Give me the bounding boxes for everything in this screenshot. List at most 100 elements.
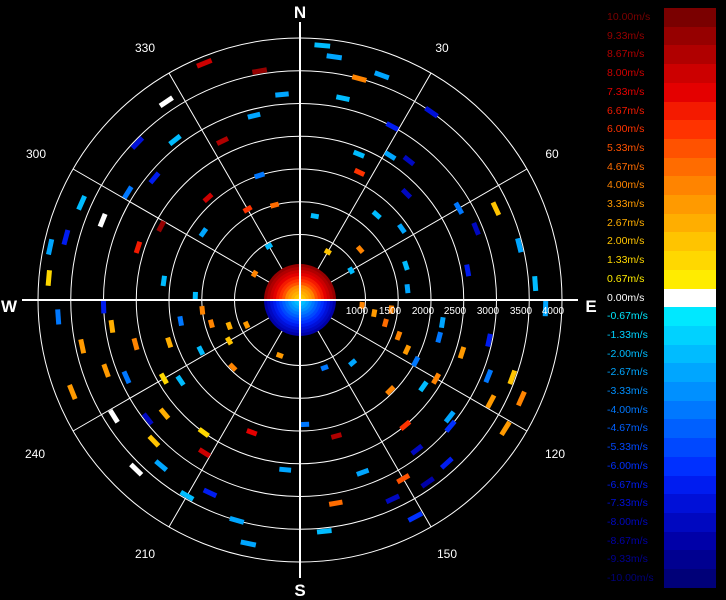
echo-gate-57 [202,487,218,499]
echo-gate-14 [400,187,413,200]
echo-gate-49 [330,432,343,440]
azimuth-label-210: 210 [135,547,155,561]
echo-gate-53 [279,466,292,473]
echo-gate-42 [399,419,412,432]
legend-label: 6.67m/s [607,104,645,117]
azimuth-label-300: 300 [26,147,46,161]
spoke-150 [299,299,432,528]
echo-gate-10 [383,150,397,161]
echo-gate-82 [45,270,52,286]
echo-gate-43 [410,443,424,456]
echo-gate-72 [101,363,111,378]
range-label-2500: 2500 [444,306,467,317]
echo-gate-55 [229,515,245,525]
legend-swatch [664,550,716,570]
range-label-1500: 1500 [379,306,402,317]
echo-gate-104 [381,318,389,328]
legend-swatch [664,288,716,308]
echo-gate-3 [326,53,343,61]
spoke-300 [72,168,301,301]
legend-label: 1.33m/s [607,254,645,267]
legend-swatch [664,419,716,439]
legend-label: -8.00m/s [607,515,648,528]
cardinal-axes [22,22,578,578]
echo-gate-11 [424,105,439,119]
legend-swatch [664,475,716,495]
legend-label: 4.67m/s [607,160,645,173]
legend-label: -3.33m/s [607,385,648,397]
echo-gate-54 [240,539,257,548]
echo-gate-38 [443,410,456,424]
echo-gate-74 [131,337,140,351]
echo-gate-103 [371,308,378,318]
echo-gate-107 [411,355,421,368]
legend-swatch [664,251,716,271]
spoke-60 [299,168,528,301]
echo-gate-45 [396,473,411,485]
echo-gate-34 [485,394,497,409]
legend-swatch [664,157,716,177]
echo-gate-48 [356,467,370,477]
spoke-330 [168,72,301,301]
echo-gate-25 [542,300,549,317]
echo-gate-26 [388,305,395,314]
echo-gate-0 [251,67,268,75]
echo-gate-13 [371,209,382,220]
echo-gate-87 [97,212,108,228]
legend-label: -5.33m/s [607,441,648,454]
echo-gate-112 [347,266,355,275]
echo-gate-79 [55,309,62,325]
echo-gate-44 [420,476,435,489]
echo-gate-71 [67,383,78,401]
echo-gate-99 [196,57,213,69]
legend-label: -0.67m/s [607,310,648,323]
echo-gate-66 [175,374,186,387]
echo-gate-108 [242,320,251,329]
legend-label: -4.67m/s [607,422,648,435]
echo-gate-12 [402,154,416,167]
echo-gate-32 [483,368,494,384]
echo-gate-80 [100,300,107,314]
legend-swatch [664,176,716,196]
echo-gate-61 [154,459,169,472]
echo-gate-83 [160,275,167,287]
legend-swatch [664,456,716,476]
echo-gate-95 [168,133,182,147]
compass-east-label: E [585,297,596,316]
echo-gate-31 [507,369,518,385]
echo-gate-76 [177,315,184,327]
echo-gate-100 [253,171,266,180]
echo-gate-29 [435,331,443,344]
echo-gate-110 [207,319,215,329]
legend-swatch [664,213,716,233]
echo-gate-102 [359,301,365,310]
legend-label: 0.67m/s [607,272,645,285]
echo-gate-88 [76,194,87,211]
legend-swatch [664,494,716,514]
echo-gate-86 [133,241,143,254]
echo-gate-84 [46,238,55,256]
legend-label: 10.00m/s [607,11,651,23]
azimuth-label-60: 60 [545,147,559,161]
echo-gate-22 [464,264,472,277]
spoke-30 [299,72,432,301]
legend-swatch [664,138,716,159]
range-label-1000: 1000 [346,306,369,317]
echo-gate-58 [179,489,195,502]
echo-gate-46 [407,511,424,523]
legend-swatch [664,232,716,252]
legend-swatch [664,45,716,65]
legend-label: 7.33m/s [607,85,645,98]
legend-swatch [664,82,716,102]
legend-label: 5.33m/s [607,141,645,154]
compass-north-label: N [294,3,306,22]
echo-gate-33 [516,390,527,407]
legend-label: -2.67m/s [607,366,648,379]
echo-gate-105 [394,330,403,341]
echo-gate-75 [78,338,87,354]
range-label-3000: 3000 [477,306,500,317]
echo-gate-85 [61,229,71,246]
echo-gate-117 [320,364,329,372]
echo-gate-8 [353,167,366,177]
echo-gate-28 [485,333,493,348]
